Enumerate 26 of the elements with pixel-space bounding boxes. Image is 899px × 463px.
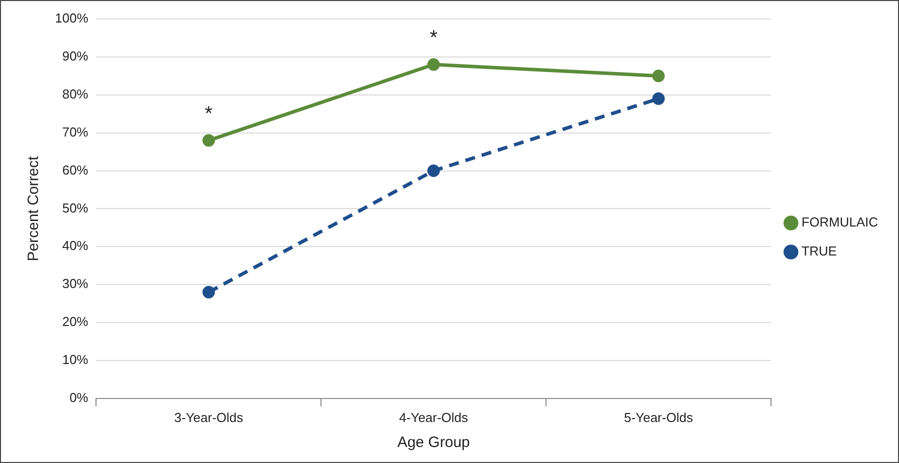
legend-label: FORMULAIC [801,214,878,230]
y-tick-label: 10% [62,352,89,368]
point [427,58,440,71]
y-tick-label: 100% [55,10,89,26]
y-tick-label: 20% [62,314,89,330]
y-tick-label: 90% [62,48,89,64]
y-tick-label: 30% [62,276,89,292]
x-axis-title: Age Group [397,434,470,452]
y-tick-label: 0% [69,390,89,405]
x-tick-label: 4-Year-Olds [399,410,469,425]
y-tick-label: 40% [62,238,89,254]
y-tick-label: 80% [62,86,89,102]
x-tick-label: 5-Year-Olds [624,410,694,425]
legend-label: TRUE [801,244,838,259]
point [202,134,215,147]
y-tick-label: 60% [62,162,89,178]
point [652,92,665,105]
point [202,286,215,298]
y-tick-label: 50% [62,200,89,216]
y-axis-title: Percent Correct [25,155,42,262]
point [652,70,665,82]
point [427,164,440,178]
annotation: * [430,27,438,50]
annotation: * [204,102,213,125]
y-tick-label: 70% [62,124,89,140]
x-tick-label: 3-Year-Olds [174,410,244,425]
